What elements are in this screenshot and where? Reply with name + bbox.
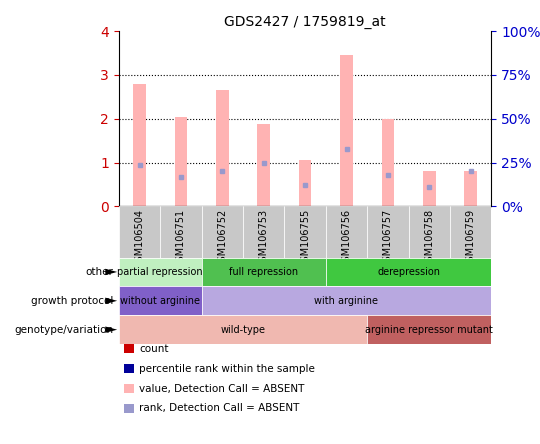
Bar xyxy=(124,404,134,413)
Bar xyxy=(382,119,394,206)
Bar xyxy=(340,55,353,206)
Text: count: count xyxy=(139,344,169,353)
Text: arginine repressor mutant: arginine repressor mutant xyxy=(366,325,493,335)
Text: GSM106751: GSM106751 xyxy=(176,209,186,268)
Bar xyxy=(423,171,435,206)
Text: GSM106753: GSM106753 xyxy=(259,209,269,268)
Bar xyxy=(258,124,270,206)
Text: GSM106757: GSM106757 xyxy=(383,209,393,268)
Text: rank, Detection Call = ABSENT: rank, Detection Call = ABSENT xyxy=(139,404,300,413)
Bar xyxy=(216,90,228,206)
Text: GSM106755: GSM106755 xyxy=(300,209,310,268)
Text: with arginine: with arginine xyxy=(314,296,379,306)
Text: growth protocol: growth protocol xyxy=(31,296,113,306)
Bar xyxy=(201,286,491,315)
Bar xyxy=(124,384,134,393)
Text: other: other xyxy=(85,267,113,277)
Text: genotype/variation: genotype/variation xyxy=(14,325,113,335)
Bar xyxy=(124,364,134,373)
Bar xyxy=(299,160,311,206)
Bar xyxy=(124,344,134,353)
Bar xyxy=(285,206,326,258)
Bar xyxy=(367,206,409,258)
Text: partial repression: partial repression xyxy=(117,267,203,277)
Bar xyxy=(409,206,450,258)
Text: GSM106758: GSM106758 xyxy=(424,209,434,268)
Polygon shape xyxy=(105,269,117,275)
Bar xyxy=(119,286,201,315)
Bar xyxy=(450,206,491,258)
Bar xyxy=(119,206,160,258)
Text: wild-type: wild-type xyxy=(220,325,266,335)
Text: percentile rank within the sample: percentile rank within the sample xyxy=(139,364,315,373)
Polygon shape xyxy=(105,297,117,304)
Bar xyxy=(119,258,201,286)
Bar xyxy=(201,258,326,286)
Bar xyxy=(175,117,187,206)
Text: value, Detection Call = ABSENT: value, Detection Call = ABSENT xyxy=(139,384,305,393)
Polygon shape xyxy=(105,326,117,333)
Bar xyxy=(464,171,477,206)
Bar xyxy=(243,206,285,258)
Bar xyxy=(201,206,243,258)
Text: GSM106504: GSM106504 xyxy=(134,209,145,268)
Bar xyxy=(326,258,491,286)
Bar xyxy=(160,206,201,258)
Text: GSM106752: GSM106752 xyxy=(217,209,227,268)
Text: derepression: derepression xyxy=(377,267,440,277)
Bar xyxy=(133,84,146,206)
Bar xyxy=(326,206,367,258)
Bar xyxy=(119,315,367,344)
Text: without arginine: without arginine xyxy=(120,296,200,306)
Text: GSM106756: GSM106756 xyxy=(341,209,352,268)
Text: GSM106759: GSM106759 xyxy=(465,209,476,268)
Bar xyxy=(367,315,491,344)
Text: full repression: full repression xyxy=(229,267,298,277)
Title: GDS2427 / 1759819_at: GDS2427 / 1759819_at xyxy=(224,15,386,29)
